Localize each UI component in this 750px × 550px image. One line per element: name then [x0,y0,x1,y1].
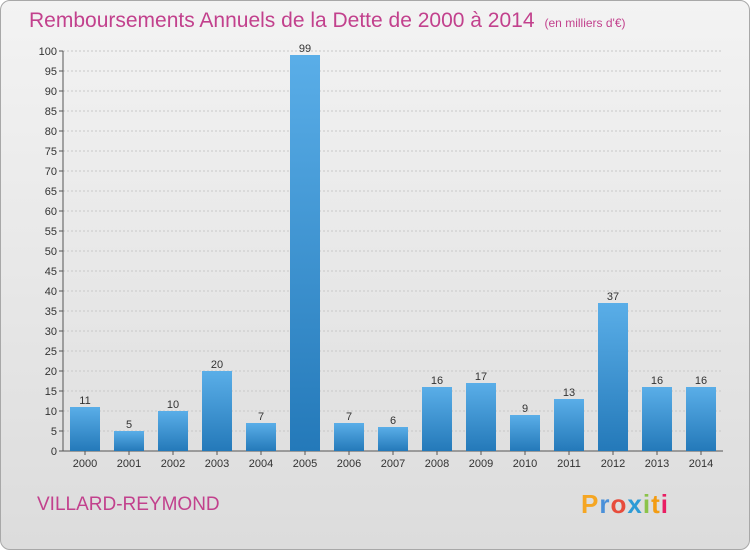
x-tick-label: 2014 [689,458,713,470]
y-tick-label: 0 [51,446,57,458]
proxiti-logo: Proxiti [581,489,669,520]
bars [70,55,716,451]
logo-letter: x [627,489,643,519]
x-tick-label: 2006 [337,458,361,470]
data-label: 7 [258,411,264,423]
bar [598,303,628,451]
logo-letter: t [651,489,661,519]
data-label: 6 [390,415,396,427]
y-tick-label: 60 [45,206,57,218]
data-label: 16 [695,375,707,387]
y-tick-label: 30 [45,326,57,338]
bar [202,371,232,451]
data-label: 20 [211,359,223,371]
logo-letter: i [642,489,652,519]
bar [158,411,188,451]
y-tick-label: 5 [51,426,57,438]
chart-title: Remboursements Annuels de la Dette de 20… [29,9,626,33]
title-unit: (en milliers d'€) [544,16,626,30]
x-tick-label: 2007 [381,458,405,470]
data-label: 17 [475,371,487,383]
bar [422,387,452,451]
bar [290,55,320,451]
bar [466,383,496,451]
title-text: Remboursements Annuels de la Dette de 20… [29,9,535,32]
y-tick-label: 100 [39,46,57,58]
y-tick-label: 50 [45,246,57,258]
data-label: 16 [651,375,663,387]
bar [114,431,144,451]
bar [554,399,584,451]
bar [70,407,100,451]
y-tick-label: 75 [45,146,57,158]
x-tick-label: 2009 [469,458,493,470]
x-tick-label: 2008 [425,458,449,470]
y-tick-label: 95 [45,66,57,78]
x-tick-label: 2004 [249,458,273,470]
data-label: 16 [431,375,443,387]
y-tick-label: 85 [45,106,57,118]
y-tick-label: 55 [45,226,57,238]
bar [686,387,716,451]
x-tick-label: 2002 [161,458,185,470]
logo-letter: i [660,489,669,519]
labels: 0510152025303540455055606570758085909510… [39,43,714,470]
y-tick-label: 40 [45,286,57,298]
data-label: 5 [126,419,132,431]
x-tick-label: 2005 [293,458,317,470]
bar [378,427,408,451]
logo-letter: P [581,489,600,519]
y-tick-label: 70 [45,166,57,178]
logo-letter: o [610,489,628,519]
y-tick-label: 35 [45,306,57,318]
data-label: 11 [79,395,90,407]
y-tick-label: 90 [45,86,57,98]
y-tick-label: 10 [45,406,57,418]
y-tick-label: 45 [45,266,57,278]
bar [510,415,540,451]
y-tick-label: 65 [45,186,57,198]
data-label: 37 [607,291,619,303]
x-tick-label: 2000 [73,458,97,470]
x-tick-label: 2010 [513,458,537,470]
y-tick-label: 25 [45,346,57,358]
bar [334,423,364,451]
x-tick-label: 2013 [645,458,669,470]
commune-name: VILLARD-REYMOND [37,494,220,515]
y-tick-label: 80 [45,126,57,138]
y-tick-label: 15 [45,386,57,398]
x-tick-label: 2003 [205,458,229,470]
logo-letter: r [599,489,611,519]
y-tick-label: 20 [45,366,57,378]
data-label: 10 [167,399,179,411]
x-tick-label: 2012 [601,458,625,470]
data-label: 99 [299,43,311,55]
x-tick-label: 2001 [117,458,141,470]
data-label: 13 [563,387,575,399]
data-label: 9 [522,403,528,415]
data-label: 7 [346,411,352,423]
bar [642,387,672,451]
bar [246,423,276,451]
x-tick-label: 2011 [557,458,581,470]
